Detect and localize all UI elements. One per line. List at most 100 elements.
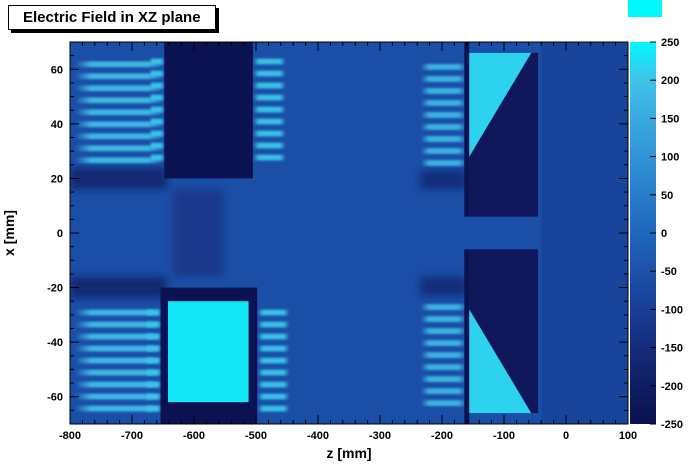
x-tick-label: 100 <box>619 430 637 442</box>
x-tick-label: -400 <box>307 430 329 442</box>
comb-stripe <box>252 130 286 137</box>
comb-stripe <box>420 388 467 394</box>
comb-stripe <box>420 112 467 118</box>
x-tick-label: -100 <box>493 430 515 442</box>
comb-stripe <box>252 142 286 149</box>
comb-stripe <box>420 88 467 94</box>
colorbar-tick-label: 0 <box>661 228 667 240</box>
comb-stripe <box>149 82 165 89</box>
colorbar-tick-label: -50 <box>661 266 677 278</box>
heatmap-region-anode-bright-triangle-bottom <box>469 309 532 414</box>
comb-stripe <box>252 70 286 77</box>
x-tick-label: -200 <box>431 430 453 442</box>
comb-stripe <box>252 94 286 101</box>
comb-stripe <box>257 321 290 328</box>
comb-stripe <box>257 369 290 376</box>
comb-stripe <box>74 381 165 388</box>
heatmap-region-right-comb-top <box>420 64 467 166</box>
comb-stripe <box>145 321 161 328</box>
comb-stripe <box>74 85 165 92</box>
heatmap-region-cathode-fringe-comb-right-top <box>252 58 286 161</box>
comb-stripe <box>74 157 165 164</box>
comb-stripe <box>149 142 165 149</box>
comb-stripe <box>252 58 286 65</box>
comb-stripe <box>257 345 290 352</box>
comb-stripe <box>257 357 290 364</box>
comb-stripe <box>420 64 467 70</box>
axes-layer: -800 -700 -600 -500 -400 -300 -200 -100 0 100-60-… <box>47 41 637 442</box>
comb-stripe <box>74 309 165 316</box>
comb-stripe <box>74 145 165 152</box>
comb-stripe <box>252 154 286 161</box>
heatmap-region-cathode-bright-block-bottom <box>167 301 249 403</box>
comb-stripe <box>149 70 165 77</box>
heatmap-layer <box>70 42 628 424</box>
comb-stripe <box>74 405 165 412</box>
comb-stripe <box>257 405 290 412</box>
x-tick-label: -600 <box>183 430 205 442</box>
comb-stripe <box>420 76 467 82</box>
heatmap-region-left-dark-band-top <box>70 167 167 190</box>
heatmap-region-left-comb-top <box>74 61 165 164</box>
heatmap-region-cathode-fringe-comb-left-bottom <box>145 309 161 412</box>
comb-stripe <box>252 106 286 113</box>
colorbar-tick-label: 150 <box>661 113 679 125</box>
comb-stripe <box>145 381 161 388</box>
heatmap-region-right-dark-band-bottom <box>420 276 467 296</box>
heatmap-region-right-uniform-column <box>541 42 628 424</box>
comb-stripe <box>420 148 467 154</box>
y-tick-label: -40 <box>47 337 63 349</box>
heatmap-region-anode-gap-line-top <box>464 42 470 217</box>
heatmap-region-left-dark-band-bottom <box>70 276 167 299</box>
heatmap-region-right-comb-bottom <box>420 304 467 406</box>
comb-stripe <box>149 154 165 161</box>
comb-stripe <box>74 333 165 340</box>
x-tick-label: -700 <box>121 430 143 442</box>
x-axis-title: z [mm] <box>326 445 371 461</box>
comb-stripe <box>149 130 165 137</box>
colorbar-tick-label: 250 <box>661 37 679 49</box>
comb-stripe <box>149 106 165 113</box>
comb-stripe <box>74 133 165 140</box>
comb-stripe <box>252 118 286 125</box>
comb-stripe <box>145 357 161 364</box>
y-tick-label: -20 <box>47 283 63 295</box>
comb-stripe <box>74 73 165 80</box>
comb-stripe <box>420 316 467 322</box>
heatmap-region-anode-bright-triangle-top <box>469 52 532 157</box>
comb-stripe <box>420 328 467 334</box>
heatmap-region-cathode-fringe-comb-right-bottom <box>257 309 290 412</box>
y-tick-label: 0 <box>57 228 63 240</box>
comb-stripe <box>257 393 290 400</box>
comb-stripe <box>145 405 161 412</box>
comb-stripe <box>149 94 165 101</box>
comb-stripe <box>420 364 467 370</box>
colorbar-tick-label: 200 <box>661 75 679 87</box>
comb-stripe <box>74 109 165 116</box>
heatmap-region-right-dark-band-top <box>420 170 467 190</box>
comb-stripe <box>74 121 165 128</box>
colorbar: 250 200 150 100 50 0 -50 -100 -150 -200 -250 <box>628 0 683 431</box>
y-tick-label: 60 <box>51 64 63 76</box>
comb-stripe <box>74 97 165 104</box>
comb-stripe <box>74 357 165 364</box>
heatmap-region-cathode-fringe-comb-left-top <box>149 58 165 161</box>
comb-stripe <box>145 333 161 340</box>
comb-stripe <box>420 160 467 166</box>
comb-stripe <box>420 376 467 382</box>
comb-stripe <box>252 82 286 89</box>
colorbar-tick-label: -200 <box>661 381 683 393</box>
comb-stripe <box>74 393 165 400</box>
y-tick-label: 20 <box>51 173 63 185</box>
colorbar-tick-label: 50 <box>661 190 673 202</box>
comb-stripe <box>145 393 161 400</box>
comb-stripe <box>257 381 290 388</box>
comb-stripe <box>420 400 467 406</box>
y-tick-label: -60 <box>47 392 63 404</box>
heatmap-region-anode-gap-line-bottom <box>464 249 470 424</box>
colorbar-tick-label: -250 <box>661 419 683 431</box>
y-tick-label: 40 <box>51 119 63 131</box>
colorbar-tick-label: 100 <box>661 152 679 164</box>
